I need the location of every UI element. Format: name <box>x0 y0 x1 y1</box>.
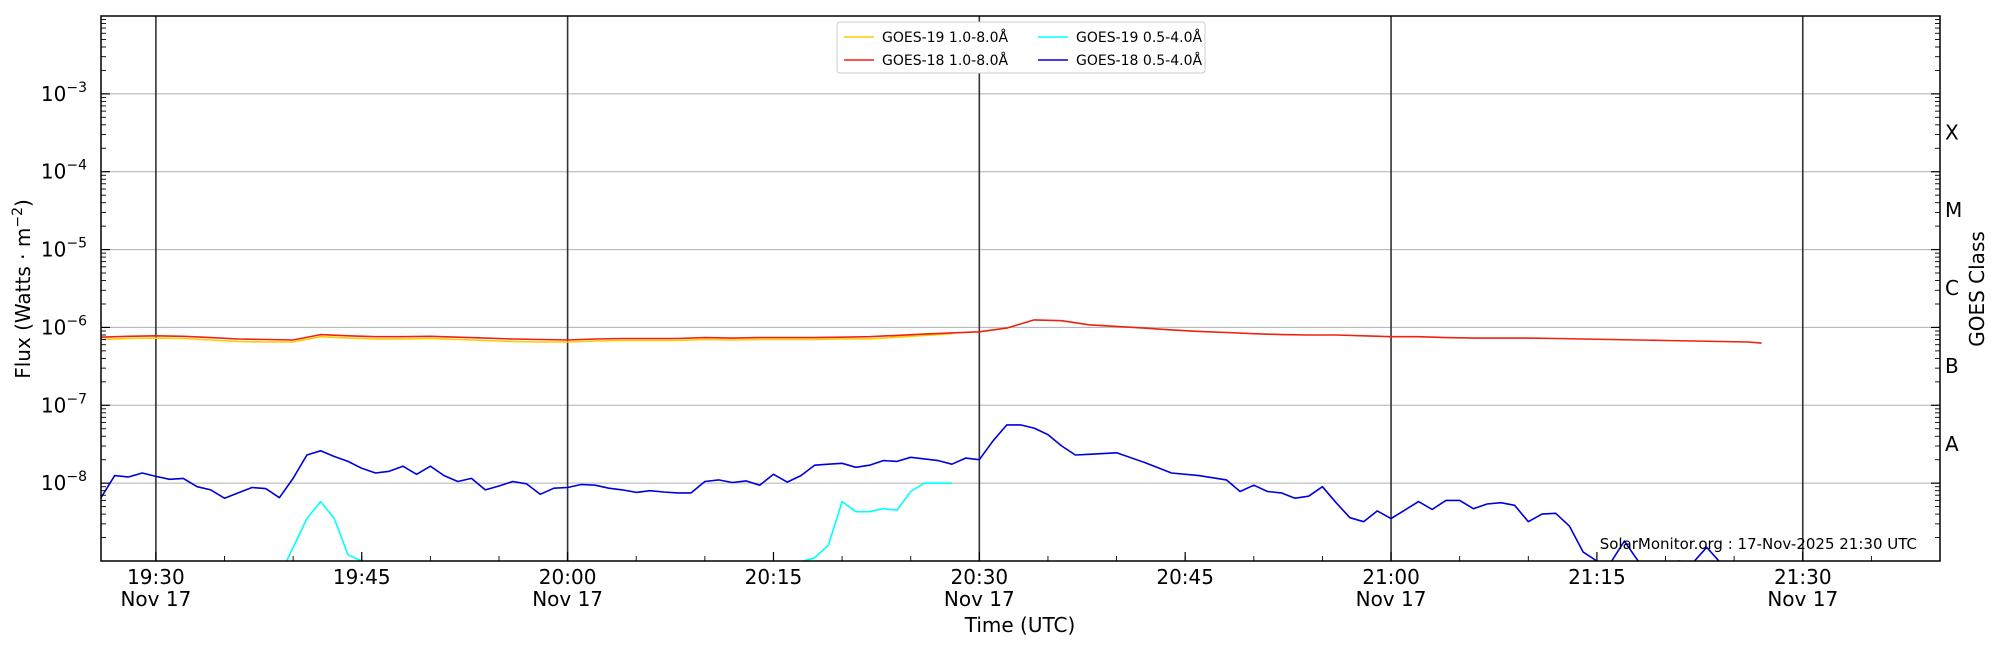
x-tick-date-label: Nov 17 <box>532 587 603 611</box>
y-tick-label: 10−8 <box>41 469 87 495</box>
x-tick-date-label: Nov 17 <box>944 587 1015 611</box>
y-axis-title-close: ) <box>11 199 35 207</box>
legend-label: GOES-19 0.5-4.0Å <box>1076 29 1202 46</box>
y-tick-label: 10−5 <box>41 236 87 262</box>
goes-class-label: C <box>1945 276 1959 300</box>
goes-class-axis-title: GOES Class <box>1965 231 1989 347</box>
legend-label: GOES-18 0.5-4.0Å <box>1076 52 1202 69</box>
goes-class-label: M <box>1945 198 1962 222</box>
x-tick-label: 19:30 <box>127 565 185 589</box>
credit-text: SolarMonitor.org : 17-Nov-2025 21:30 UTC <box>1600 535 1917 553</box>
plot-frame <box>100 15 1941 562</box>
series-line-4 <box>101 424 1720 561</box>
y-tick-label: 10−4 <box>41 158 87 184</box>
goes-class-label: A <box>1945 432 1959 456</box>
x-tick-label: 21:15 <box>1568 565 1626 589</box>
y-tick-label: 10−3 <box>41 80 87 106</box>
y-axis-title-exponent: −2 <box>10 207 26 228</box>
goes-class-label: B <box>1945 354 1959 378</box>
x-tick-label: 20:45 <box>1156 565 1214 589</box>
x-tick-label: 21:00 <box>1362 565 1420 589</box>
legend-label: GOES-18 1.0-8.0Å <box>882 52 1008 69</box>
goes-class-labels: X M C B A <box>1945 120 1962 455</box>
x-tick-label: 20:30 <box>951 565 1009 589</box>
legend-label: GOES-19 1.0-8.0Å <box>882 29 1008 46</box>
x-tick-label: 20:15 <box>745 565 803 589</box>
x-axis-title: Time (UTC) <box>964 613 1076 637</box>
y-tick-label: 10−6 <box>41 313 87 339</box>
series-line-3 <box>285 482 952 561</box>
series-lines <box>101 319 1762 561</box>
y-axis-title: Flux (Watts · m−2) <box>10 199 35 379</box>
y-tick-label: 10−7 <box>41 391 87 417</box>
x-tick-date-label: Nov 17 <box>1356 587 1427 611</box>
legend-items: GOES-19 1.0-8.0Å GOES-18 1.0-8.0Å GOES-19 … <box>844 29 1202 69</box>
legend: GOES-19 1.0-8.0Å GOES-18 1.0-8.0Å GOES-19 … <box>836 21 1206 74</box>
y-tick-labels: 10−8 10−7 10−6 10−5 10−4 10−3 <box>41 80 87 495</box>
series-line-1 <box>101 332 952 343</box>
series-line-2 <box>101 319 1762 344</box>
axis-ticks <box>101 19 1941 561</box>
x-tick-label: 20:00 <box>539 565 597 589</box>
grid-lines <box>101 93 1940 484</box>
x-tick-label: 19:45 <box>333 565 391 589</box>
goes-class-label: X <box>1945 120 1959 144</box>
x-tick-label: 21:30 <box>1774 565 1832 589</box>
y-axis-title-main: Flux (Watts · m <box>11 228 35 379</box>
x-tick-date-label: Nov 17 <box>1767 587 1838 611</box>
x-tick-date-label: Nov 17 <box>120 587 191 611</box>
legend-box <box>836 21 1206 74</box>
vertical-time-markers <box>155 16 1804 561</box>
